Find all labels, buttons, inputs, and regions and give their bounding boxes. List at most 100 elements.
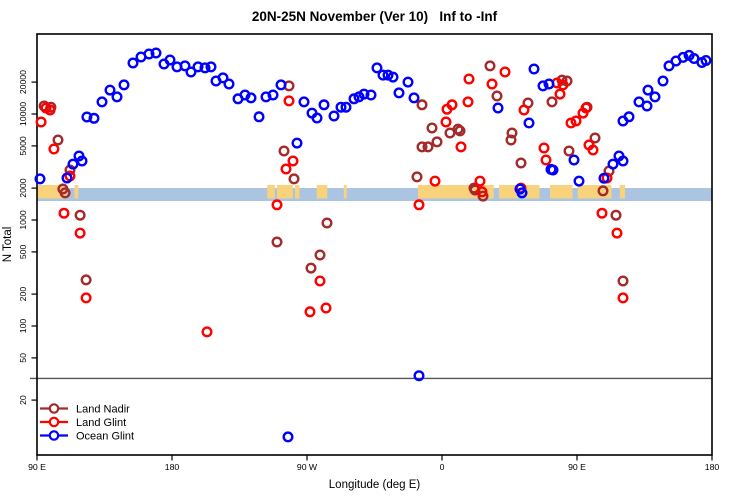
data-point <box>275 79 287 91</box>
land-strip <box>277 185 293 199</box>
data-point <box>288 173 300 185</box>
data-point <box>80 274 92 286</box>
data-point <box>546 96 558 108</box>
data-point <box>462 96 474 108</box>
data-point <box>617 155 629 167</box>
data-point <box>455 141 467 153</box>
data-point <box>271 199 283 211</box>
data-point <box>491 90 503 102</box>
x-tick-label: 180 <box>705 462 720 472</box>
data-point <box>59 187 71 199</box>
ocean-strip <box>37 188 712 201</box>
data-point <box>278 145 290 157</box>
data-point <box>340 101 352 113</box>
data-point <box>320 302 332 314</box>
data-point <box>610 209 622 221</box>
data-point <box>422 141 434 153</box>
data-point <box>74 209 86 221</box>
legend-item-label: Land Glint <box>76 417 126 429</box>
data-point <box>440 116 452 128</box>
data-point <box>402 76 414 88</box>
land-strip <box>619 185 625 199</box>
data-point <box>291 137 303 149</box>
data-point <box>185 66 197 78</box>
data-point <box>633 96 645 108</box>
data-point <box>580 102 592 114</box>
data-point <box>223 78 235 90</box>
data-point <box>573 175 585 187</box>
data-point <box>104 84 116 96</box>
data-point <box>298 96 310 108</box>
legend-marker-icon <box>48 403 60 414</box>
data-point <box>150 47 162 59</box>
data-point <box>597 185 609 197</box>
data-point <box>81 111 93 123</box>
land-strip <box>295 185 300 199</box>
data-point <box>111 91 123 103</box>
data-point <box>607 158 619 170</box>
land-strip <box>343 185 347 199</box>
data-point <box>245 92 257 104</box>
x-axis-label: Longitude (deg E) <box>329 479 421 491</box>
data-point <box>623 111 635 123</box>
data-point <box>34 173 46 185</box>
data-point <box>179 60 191 72</box>
data-point <box>506 127 518 139</box>
data-point <box>201 326 213 338</box>
data-point <box>61 172 73 184</box>
data-point <box>476 186 488 198</box>
data-point <box>499 66 511 78</box>
data-point <box>192 61 204 73</box>
data-point <box>416 141 428 153</box>
y-tick-label: 100 <box>18 319 28 334</box>
data-point <box>48 143 60 155</box>
data-point <box>565 117 577 129</box>
y-tick-label: 50 <box>18 353 28 363</box>
legend-item-label: Ocean Glint <box>76 430 134 442</box>
data-point <box>164 54 176 66</box>
data-point <box>74 227 86 239</box>
data-point <box>554 88 566 100</box>
data-point <box>657 75 669 87</box>
land-strip <box>499 185 519 199</box>
data-point <box>416 99 428 111</box>
data-point <box>282 431 294 443</box>
data-point <box>426 122 438 134</box>
data-point <box>596 207 608 219</box>
data-point <box>358 88 370 100</box>
data-point <box>371 62 383 74</box>
data-point <box>413 370 425 382</box>
data-point <box>518 104 530 116</box>
y-tick-label: 2000 <box>18 178 28 197</box>
data-point <box>199 62 211 74</box>
data-point <box>44 104 56 116</box>
y-tick-label: 200 <box>18 287 28 302</box>
data-point <box>35 116 47 128</box>
data-point <box>304 306 316 318</box>
data-point <box>305 262 317 274</box>
data-point <box>253 111 265 123</box>
legend-marker-icon <box>48 416 60 428</box>
data-point <box>617 292 629 304</box>
legend-item-label: Land Nadir <box>76 403 130 415</box>
data-point <box>328 110 340 122</box>
data-point <box>649 91 661 103</box>
y-tick-label: 1000 <box>18 210 28 229</box>
data-point <box>413 199 425 211</box>
data-point <box>67 158 79 170</box>
x-tick-label: 90 E <box>568 462 586 472</box>
data-point <box>642 84 654 96</box>
data-point <box>484 60 496 72</box>
chart-title: 20N-25N November (Ver 10) Inf to -Inf <box>252 9 498 24</box>
x-tick-label: 180 <box>165 462 180 472</box>
data-point <box>411 171 423 183</box>
data-point <box>287 155 299 167</box>
data-point <box>431 136 443 148</box>
data-point <box>516 187 528 199</box>
data-point <box>96 96 108 108</box>
data-point <box>454 125 466 137</box>
data-point <box>677 51 689 63</box>
data-point <box>217 72 229 84</box>
